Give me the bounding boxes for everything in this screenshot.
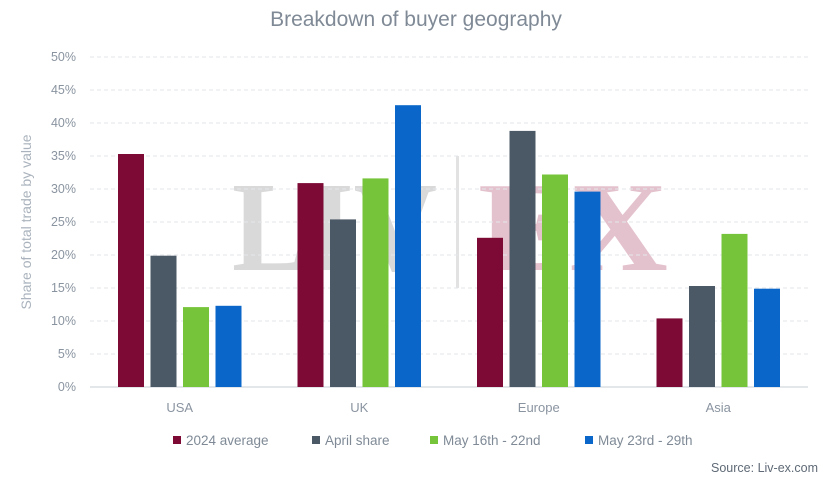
y-tick-label: 50% (51, 50, 76, 64)
y-axis-label: Share of total trade by value (18, 134, 34, 309)
category-labels: USA UK Europe Asia (166, 400, 731, 415)
watermark-right: EX (478, 156, 668, 298)
bar-uk-series-1 (297, 183, 324, 387)
legend-label: 2024 average (186, 433, 269, 448)
legend-swatch (430, 436, 438, 444)
y-tick-label: 0% (58, 380, 76, 394)
y-tick-label: 45% (51, 83, 76, 97)
legend-swatch (312, 436, 320, 444)
bar-usa-series-1 (118, 154, 144, 387)
bar-asia-series-4 (754, 288, 780, 387)
bar-europe-series-2 (509, 130, 536, 387)
liv-ex-watermark: LIV EX (232, 156, 668, 298)
bar-usa-series-4 (215, 305, 242, 387)
bar-uk-series-3 (362, 178, 389, 387)
y-tick-label: 5% (58, 347, 76, 361)
legend: 2024 average April share May 16th - 22nd Ma… (173, 433, 693, 448)
bar-usa-series-3 (183, 307, 209, 387)
y-tick-label: 25% (51, 215, 76, 229)
bar-asia-series-3 (721, 233, 748, 387)
legend-label: May 23rd - 29th (598, 433, 693, 448)
legend-label: April share (325, 433, 390, 448)
y-tick-label: 10% (51, 314, 76, 328)
bar-europe-series-4 (574, 191, 601, 387)
bar-europe-series-1 (477, 237, 503, 387)
y-axis-ticks: 0% 5% 10% 15% 20% 25% 30% 35% 40% 45% 50% (51, 50, 76, 394)
bar-uk-series-4 (395, 105, 421, 387)
x-category-label: Europe (518, 400, 560, 415)
bar-usa-series-2 (150, 255, 177, 387)
y-tick-label: 40% (51, 116, 76, 130)
y-tick-label: 20% (51, 248, 76, 262)
legend-label: May 16th - 22nd (443, 433, 541, 448)
x-category-label: Asia (706, 400, 732, 415)
bars (118, 105, 780, 387)
x-category-label: USA (166, 400, 193, 415)
legend-swatch (585, 436, 593, 444)
legend-swatch (173, 436, 181, 444)
bar-asia-series-2 (689, 286, 715, 387)
gridlines (90, 56, 808, 388)
source-note: Source: Liv-ex.com (711, 461, 818, 475)
y-tick-label: 35% (51, 149, 76, 163)
bar-uk-series-2 (330, 219, 356, 387)
chart-title: Breakdown of buyer geography (270, 8, 562, 31)
y-tick-label: 15% (51, 281, 76, 295)
y-tick-label: 30% (51, 182, 76, 196)
x-category-label: UK (350, 400, 368, 415)
bar-europe-series-3 (542, 174, 568, 387)
bar-asia-series-1 (656, 318, 683, 387)
